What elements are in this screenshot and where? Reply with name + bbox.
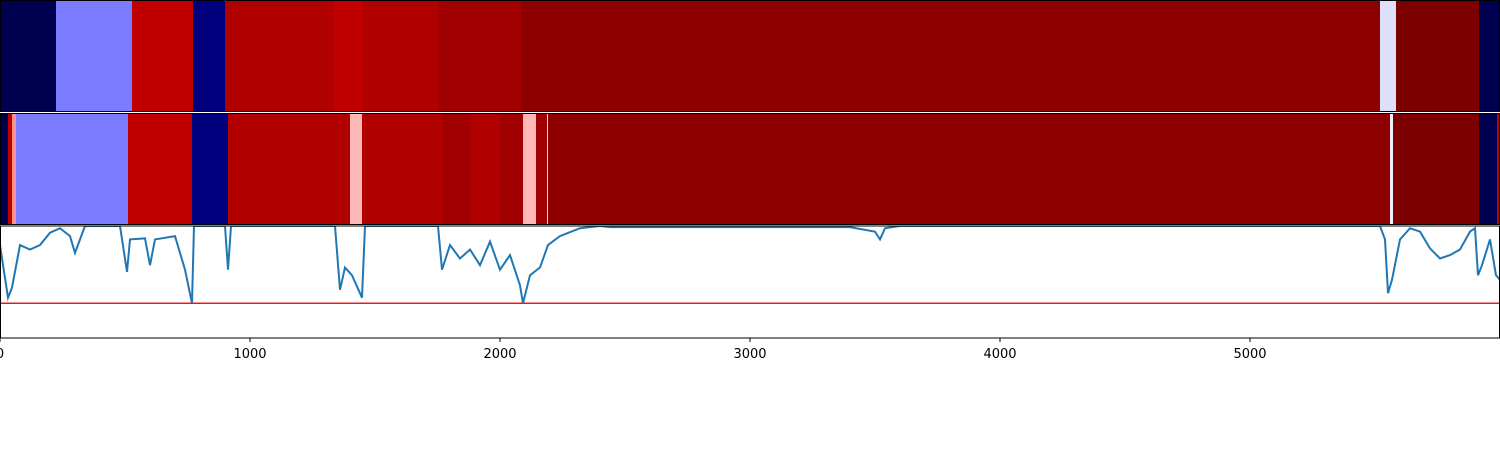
segment [523,113,536,225]
segment [225,0,333,112]
x-tick-label: 1000 [233,347,266,362]
segment [1497,113,1500,225]
segment [16,113,128,225]
segment [362,113,443,225]
segment [132,0,193,112]
segment [438,0,521,112]
segment [0,0,56,112]
segment [1390,113,1393,225]
segment [12,113,16,225]
segment [547,113,548,225]
segment [470,113,500,225]
segment [350,113,362,225]
segment [536,113,547,225]
segment [1479,0,1500,112]
x-tick-label: 3000 [733,347,766,362]
segment [228,113,350,225]
x-tick-label: 5000 [1233,347,1266,362]
segment [443,113,470,225]
segment [128,113,192,225]
segment [1380,0,1396,112]
x-tick-label: 2000 [483,347,516,362]
segment [521,0,1380,112]
segment [1479,113,1497,225]
segment [1396,0,1479,112]
segment [192,113,228,225]
segment [333,0,363,112]
segment [193,0,225,112]
segment [548,113,1390,225]
segment [0,113,8,225]
segment [56,0,132,112]
x-tick-label: 4000 [983,347,1016,362]
line-series [0,226,1500,304]
segment [500,113,523,225]
segment [363,0,438,112]
x-tick-label: 0 [0,347,4,362]
segment [1393,113,1479,225]
segment [8,113,12,225]
